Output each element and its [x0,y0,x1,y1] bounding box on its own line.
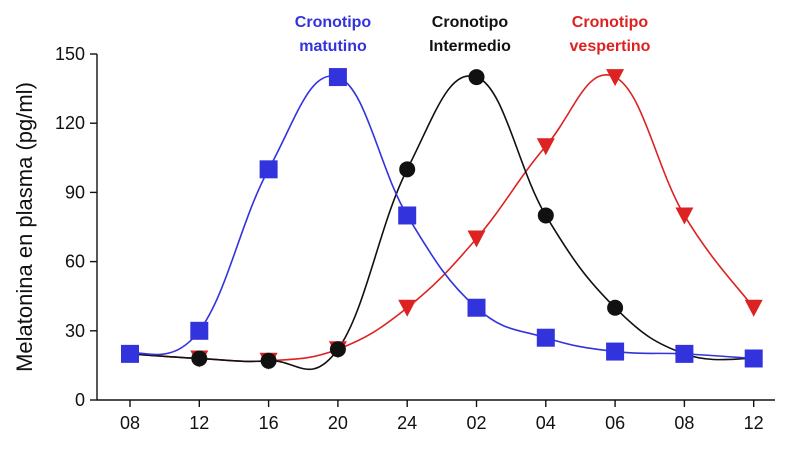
x-tick-label: 12 [189,413,209,433]
data-point-square [606,342,625,361]
data-point-circle [537,207,554,224]
data-point-circle [329,341,346,358]
data-point-triangle [744,299,763,317]
series-label: Cronotipo [572,14,649,31]
series-line [129,75,754,370]
data-point-square [190,321,209,340]
data-point-square [675,344,694,363]
series-vespertino [129,74,755,363]
series-label: Cronotipo [295,14,372,31]
data-point-triangle [675,207,694,225]
y-axis-title: Melatonina en plasma (pg/ml) [12,82,37,372]
series-labels: Cronotipo matutino Cronotipo Intermedio Cron… [295,14,651,55]
data-point-circle [191,350,208,367]
series-layer [121,68,763,370]
x-tick-label: 12 [744,413,764,433]
data-point-triangle [536,138,555,156]
y-tick-label: 150 [55,44,85,64]
axes [96,54,775,401]
x-tick-label: 24 [397,413,417,433]
y-tick-label: 90 [65,182,85,202]
data-point-square [536,328,555,347]
x-tick-label: 16 [259,413,279,433]
y-tick-label: 30 [65,321,85,341]
data-point-square [398,206,417,225]
data-point-triangle [606,69,625,87]
series-label: Cronotipo [432,14,509,31]
series-label: Intermedio [429,38,511,55]
series-label: vespertino [570,38,651,55]
data-point-square [121,344,139,363]
data-point-square [744,349,763,368]
y-tick-label: 60 [65,252,85,272]
data-point-square [259,160,278,179]
x-tick-label: 08 [120,413,140,433]
series-matutino [129,75,754,360]
x-tick-label: 02 [466,413,486,433]
y-ticks: 0 30 60 90 120 150 [55,44,97,410]
data-point-circle [607,299,624,316]
x-ticks: 08 12 16 20 24 02 04 06 08 12 [120,400,764,433]
data-point-circle [468,69,485,86]
data-point-circle [260,352,277,369]
series-label: matutino [299,38,367,55]
data-point-triangle [398,299,417,317]
data-point-triangle [467,230,486,248]
x-tick-label: 08 [674,413,694,433]
series-intermedio [129,75,754,370]
x-tick-label: 06 [605,413,625,433]
x-tick-label: 04 [536,413,556,433]
x-tick-label: 20 [328,413,348,433]
y-tick-label: 120 [55,113,85,133]
series-markers [121,68,763,368]
series-markers [122,69,762,369]
series-markers [121,69,763,370]
y-tick-label: 0 [75,390,85,410]
data-point-circle [399,161,416,178]
data-point-square [467,298,486,317]
series-line [129,74,755,363]
data-point-square [328,68,347,87]
series-line [129,75,754,360]
